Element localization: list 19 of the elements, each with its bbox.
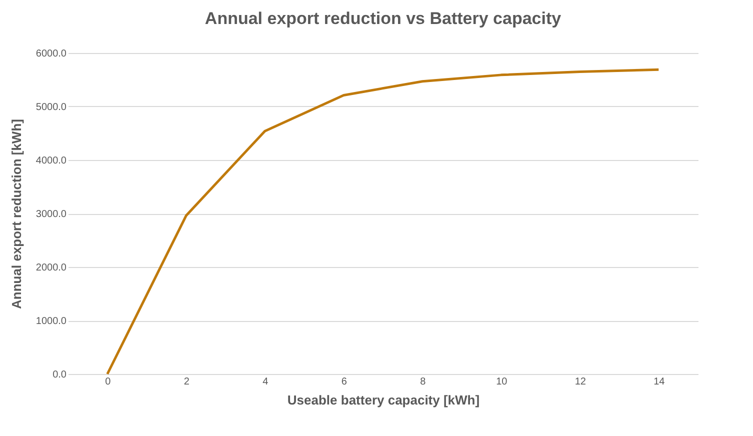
y-tick-label: 3000.0 xyxy=(36,209,67,220)
x-tick-label: 14 xyxy=(654,376,666,388)
x-tick-label: 6 xyxy=(341,376,348,388)
y-tick-label: 5000.0 xyxy=(36,102,67,113)
y-tick-label: 1000.0 xyxy=(36,316,67,327)
y-tick-label: 4000.0 xyxy=(36,156,67,166)
y-axis-title: Annual export reduction [kWh] xyxy=(8,119,24,309)
y-tick-label: 6000.0 xyxy=(36,48,67,60)
x-tick-label: 2 xyxy=(184,376,190,388)
y-tick-label: 0.0 xyxy=(52,370,67,380)
x-tick-label: 4 xyxy=(262,376,269,388)
line-series xyxy=(106,68,660,376)
x-tick-label: 0 xyxy=(105,376,112,388)
x-axis-title: Useable battery capacity [kWh] xyxy=(287,392,480,408)
chart-title: Annual export reduction vs Battery capacity xyxy=(204,9,562,28)
x-tick-label: 12 xyxy=(574,376,586,388)
x-tick-label: 10 xyxy=(496,376,508,388)
y-tick-label: 2000.0 xyxy=(36,262,67,274)
x-tick-label: 8 xyxy=(420,376,426,388)
